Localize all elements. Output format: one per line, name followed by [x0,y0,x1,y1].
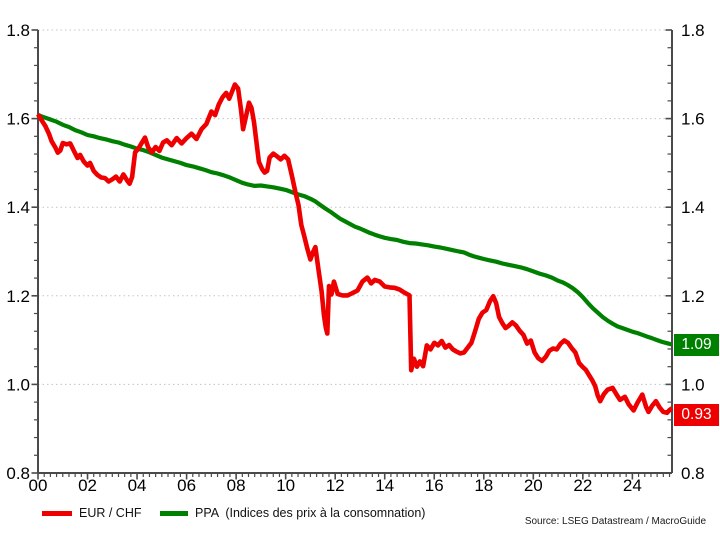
x-axis-label: 00 [29,476,48,495]
x-axis-label: 08 [227,476,246,495]
ppa-legend-swatch [160,510,188,516]
legend-item-eur-chf: EUR / CHF [42,505,142,521]
y-axis-label-right: 1.6 [681,110,705,129]
y-axis-label-left: 1.6 [6,110,30,129]
y-axis-label-right: 0.8 [681,464,705,483]
x-axis-label: 22 [573,476,592,495]
y-axis-label-left: 1.0 [6,375,30,394]
x-axis-label: 06 [177,476,196,495]
eur-chf-end-value-badge: 0.93 [674,403,719,426]
x-axis-label: 04 [128,476,147,495]
x-axis-label: 02 [78,476,97,495]
series-line-eur-chf [36,82,674,416]
y-axis-label-right: 1.4 [681,198,705,217]
x-axis-label: 18 [474,476,493,495]
source-caption: Source: LSEG Datastream / MacroGuide [524,516,706,527]
x-axis-label: 24 [623,476,642,495]
eur-chf-legend-label: EUR / CHF [79,506,142,520]
y-axis-label-left: 0.8 [6,464,30,483]
y-axis-label-left: 1.4 [6,198,30,217]
eur-chf-legend-swatch [42,510,72,516]
x-axis-label: 20 [524,476,543,495]
ppa-legend-label: PPA (Indices des prix à la consomnation) [195,506,426,520]
legend-item-ppa: PPA (Indices des prix à la consomnation) [160,505,425,521]
y-axis-label-right: 1.2 [681,287,705,306]
x-axis-label: 10 [276,476,295,495]
x-axis-label: 14 [375,476,394,495]
series-line-ppa [37,113,673,347]
y-axis-label-left: 1.8 [6,21,30,40]
ppa-end-value-badge: 1.09 [674,333,719,356]
y-axis-label-left: 1.2 [6,287,30,306]
y-axis-label-right: 1.8 [681,21,705,40]
x-axis-label: 12 [326,476,345,495]
x-axis-label: 16 [425,476,444,495]
y-axis-label-right: 1.0 [681,375,705,394]
